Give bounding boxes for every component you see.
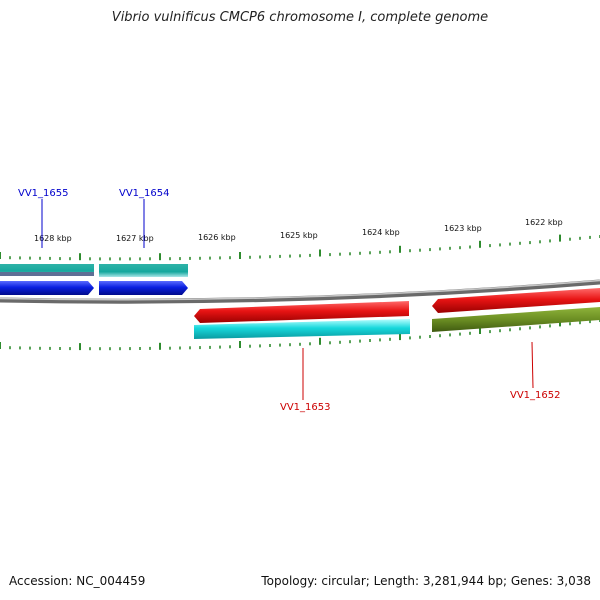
tick-label: 1628 kbp bbox=[34, 234, 72, 243]
cds-vv1-1655[interactable] bbox=[0, 281, 94, 295]
gene-label-vv1-1654[interactable]: VV1_1654 bbox=[119, 188, 170, 199]
tick-label: 1623 kbp bbox=[444, 224, 482, 233]
tick-label: 1622 kbp bbox=[525, 218, 563, 227]
gene-label-vv1-1652[interactable]: VV1_1652 bbox=[510, 390, 561, 401]
map-title: Vibrio vulnificus CMCP6 chromosome I, co… bbox=[111, 10, 489, 25]
feature-cyan[interactable] bbox=[194, 319, 410, 339]
cds-vv1-1654[interactable] bbox=[99, 281, 188, 295]
feature-olive[interactable] bbox=[432, 307, 600, 332]
leader-line-vv1-1652 bbox=[531, 341, 534, 389]
tick-label: 1625 kbp bbox=[280, 231, 318, 240]
cds-vv1-1652[interactable] bbox=[432, 288, 600, 313]
cds-vv1-1653[interactable] bbox=[194, 301, 409, 323]
feature-teal-left-shadow bbox=[0, 272, 94, 276]
tick-label: 1624 kbp bbox=[362, 228, 400, 237]
feature-teal-right[interactable] bbox=[99, 264, 188, 277]
tick-arc-upper bbox=[0, 234, 600, 261]
gene-label-vv1-1655[interactable]: VV1_1655 bbox=[18, 188, 69, 199]
chromosome-backbone bbox=[0, 279, 600, 304]
tick-label: 1627 kbp bbox=[116, 234, 154, 243]
tick-label: 1626 kbp bbox=[198, 233, 236, 242]
chromosome-backbone-highlight bbox=[0, 279, 600, 301]
gene-label-vv1-1653[interactable]: VV1_1653 bbox=[280, 402, 331, 413]
accession-text: Accession: NC_004459 bbox=[9, 574, 146, 588]
genome-stats-text: Topology: circular; Length: 3,281,944 bp… bbox=[261, 574, 591, 588]
